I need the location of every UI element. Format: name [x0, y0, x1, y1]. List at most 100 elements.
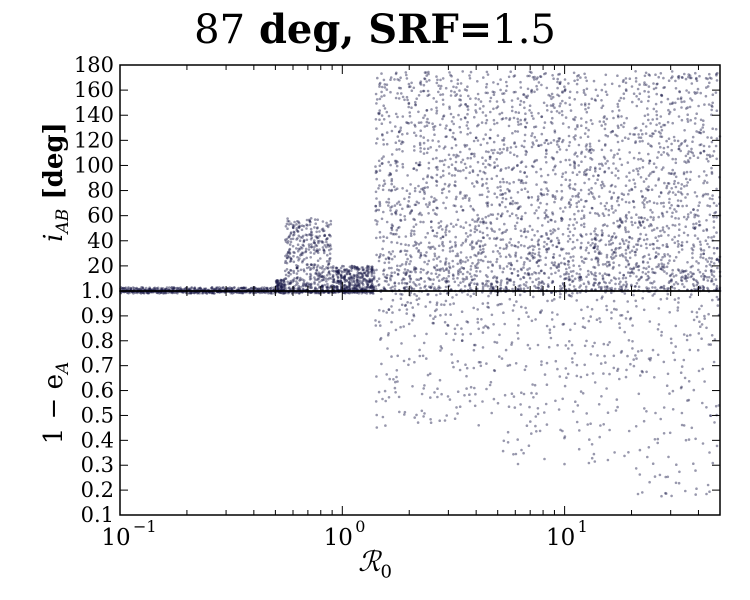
scatter-point	[589, 232, 593, 236]
scatter-point	[387, 257, 391, 261]
scatter-point	[356, 269, 360, 272]
scatter-point	[692, 208, 695, 211]
scatter-point	[512, 280, 516, 284]
scatter-point	[617, 109, 621, 112]
scatter-point	[309, 234, 313, 237]
scatter-point	[617, 264, 621, 267]
scatter-point	[123, 287, 127, 290]
scatter-point	[591, 122, 594, 126]
scatter-point	[400, 92, 403, 95]
scatter-point	[289, 281, 293, 285]
scatter-point	[671, 101, 675, 104]
scatter-point	[321, 284, 324, 287]
scatter-point	[610, 195, 614, 199]
scatter-point	[370, 272, 374, 276]
scatter-point	[436, 395, 439, 399]
scatter-point	[663, 270, 666, 273]
scatter-point	[337, 270, 341, 274]
scatter-point	[285, 256, 289, 260]
scatter-point	[520, 448, 523, 452]
scatter-point	[641, 220, 645, 224]
scatter-point	[657, 235, 661, 238]
scatter-point	[647, 188, 650, 192]
scatter-point	[509, 146, 513, 149]
scatter-point	[481, 400, 484, 403]
scatter-point	[377, 159, 381, 163]
scatter-point	[121, 287, 124, 290]
scatter-point	[583, 72, 586, 76]
scatter-point	[502, 311, 505, 315]
scatter-point	[295, 283, 298, 287]
scatter-point	[279, 282, 283, 286]
scatter-point	[321, 246, 325, 249]
scatter-point	[389, 78, 392, 81]
scatter-point	[361, 274, 365, 277]
scatter-point	[435, 109, 439, 112]
scatter-point	[516, 130, 520, 133]
scatter-point	[280, 284, 284, 287]
scatter-point	[589, 151, 593, 155]
scatter-point	[469, 156, 473, 160]
scatter-point	[569, 278, 572, 282]
scatter-point	[276, 284, 279, 287]
scatter-point	[385, 220, 389, 224]
scatter-point	[572, 223, 575, 227]
scatter-point	[331, 284, 334, 287]
scatter-point	[645, 83, 648, 87]
scatter-point	[439, 84, 443, 88]
scatter-point	[413, 187, 417, 190]
scatter-point	[492, 397, 496, 401]
scatter-point	[663, 86, 666, 89]
scatter-point	[686, 152, 690, 156]
scatter-point	[630, 220, 633, 224]
scatter-point	[441, 169, 445, 173]
scatter-point	[620, 123, 623, 127]
scatter-point	[300, 251, 304, 255]
scatter-point	[414, 223, 418, 226]
scatter-point	[297, 225, 301, 228]
scatter-point	[433, 247, 437, 250]
scatter-point	[291, 237, 295, 241]
scatter-point	[677, 217, 680, 220]
scatter-point	[348, 276, 352, 280]
scatter-point	[387, 114, 391, 118]
scatter-point	[334, 269, 338, 273]
scatter-point	[587, 106, 590, 110]
scatter-point	[310, 230, 313, 234]
scatter-point	[697, 261, 700, 265]
scatter-point	[558, 72, 561, 76]
scatter-point	[428, 372, 432, 376]
scatter-point	[625, 89, 628, 92]
scatter-point	[230, 287, 233, 290]
scatter-point	[539, 167, 543, 171]
scatter-point	[450, 174, 454, 177]
scatter-point	[652, 280, 656, 283]
scatter-point	[702, 119, 705, 122]
scatter-point	[607, 234, 611, 237]
scatter-point	[329, 286, 332, 289]
scatter-point	[489, 380, 493, 384]
scatter-point	[426, 231, 430, 235]
scatter-point	[343, 278, 347, 281]
scatter-point	[282, 279, 285, 283]
scatter-point	[482, 236, 486, 240]
scatter-point	[537, 286, 540, 290]
scatter-point	[295, 266, 299, 270]
scatter-point	[478, 107, 482, 110]
scatter-point	[301, 278, 304, 281]
scatter-point	[459, 98, 463, 102]
scatter-point	[292, 279, 296, 283]
scatter-point	[282, 282, 285, 285]
scatter-point	[519, 122, 523, 126]
scatter-point	[558, 148, 562, 151]
scatter-point	[361, 275, 365, 278]
scatter-point	[525, 150, 528, 154]
scatter-point	[299, 254, 302, 257]
scatter-point	[594, 167, 597, 171]
scatter-point	[412, 287, 416, 291]
scatter-point	[188, 287, 191, 291]
scatter-point	[408, 192, 412, 195]
scatter-point	[519, 179, 523, 182]
scatter-point	[666, 145, 670, 149]
scatter-point	[496, 250, 500, 253]
